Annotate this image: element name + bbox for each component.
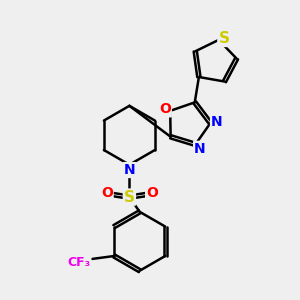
Text: O: O bbox=[146, 186, 158, 200]
Text: S: S bbox=[218, 31, 230, 46]
Text: O: O bbox=[159, 102, 171, 116]
Text: O: O bbox=[101, 186, 113, 200]
Text: CF₃: CF₃ bbox=[67, 256, 90, 269]
Text: N: N bbox=[124, 163, 135, 177]
Text: N: N bbox=[194, 142, 206, 156]
Text: S: S bbox=[124, 190, 135, 205]
Text: N: N bbox=[211, 115, 223, 129]
